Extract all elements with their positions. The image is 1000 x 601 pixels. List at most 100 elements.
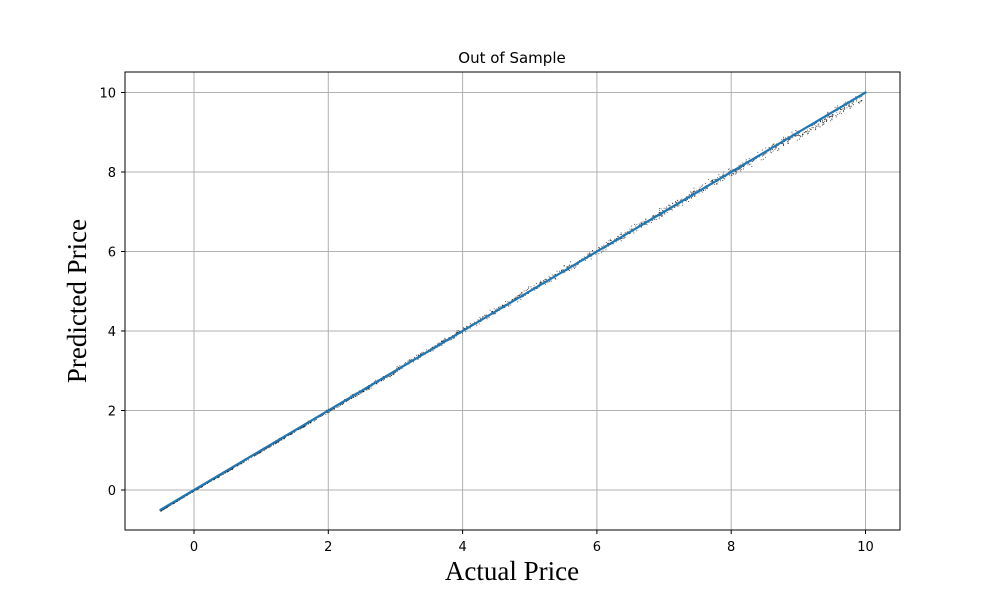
data-point — [860, 100, 862, 102]
y-ticks: 0 2 4 6 8 10 — [99, 87, 125, 499]
data-point — [851, 102, 853, 104]
data-point — [681, 202, 683, 204]
data-point — [844, 108, 846, 110]
data-point — [425, 349, 427, 351]
data-point — [716, 183, 718, 185]
data-point — [232, 467, 234, 469]
data-point — [456, 332, 458, 334]
data-point — [612, 243, 614, 245]
data-point — [787, 136, 789, 138]
data-point — [561, 270, 562, 272]
data-point — [393, 373, 395, 375]
data-point — [623, 237, 625, 239]
data-point — [455, 335, 457, 337]
data-point — [768, 147, 770, 149]
x-tick-label: 4 — [458, 540, 466, 555]
data-point — [624, 236, 626, 238]
data-point — [305, 424, 307, 426]
data-point — [660, 208, 662, 210]
data-point — [836, 111, 838, 113]
data-point — [299, 428, 301, 430]
data-point — [339, 404, 341, 406]
data-point — [799, 135, 801, 137]
data-point — [496, 308, 498, 310]
data-point — [383, 378, 385, 380]
data-point — [463, 327, 465, 329]
data-point — [570, 261, 572, 263]
data-point — [772, 150, 774, 152]
data-point — [502, 305, 504, 307]
data-point — [629, 232, 631, 234]
data-point — [360, 392, 362, 394]
data-point — [228, 470, 230, 472]
data-point — [776, 146, 778, 148]
data-point — [704, 189, 706, 191]
data-point — [836, 107, 838, 109]
data-point — [672, 202, 674, 204]
data-point — [804, 132, 805, 134]
data-point — [527, 288, 528, 290]
data-point — [559, 270, 561, 272]
data-point — [732, 173, 734, 175]
data-point — [728, 169, 730, 170]
data-point — [734, 171, 736, 172]
data-point — [212, 479, 214, 481]
data-point — [338, 405, 340, 407]
data-point — [651, 219, 653, 221]
data-point — [561, 269, 563, 271]
data-point — [325, 409, 327, 411]
data-point — [826, 119, 828, 121]
data-point — [382, 379, 384, 381]
data-point — [839, 111, 841, 113]
data-point — [408, 359, 410, 361]
data-point — [290, 433, 292, 435]
data-point — [722, 173, 724, 175]
data-point — [302, 426, 304, 428]
data-point — [562, 269, 564, 271]
data-point — [645, 220, 647, 222]
data-point — [762, 149, 764, 151]
data-point — [795, 135, 797, 137]
data-point — [668, 204, 670, 206]
data-point — [389, 375, 391, 377]
data-point — [488, 316, 490, 318]
data-point — [782, 142, 784, 144]
data-point — [536, 287, 538, 289]
data-point — [715, 178, 717, 180]
data-point — [702, 184, 704, 186]
data-point — [495, 313, 496, 315]
data-point — [480, 318, 482, 319]
data-point — [675, 202, 677, 204]
data-point — [493, 313, 495, 315]
data-point — [701, 185, 703, 187]
data-point — [196, 488, 198, 490]
data-point — [173, 502, 175, 504]
data-point — [393, 372, 395, 374]
data-point — [577, 263, 579, 265]
data-point — [351, 394, 353, 396]
data-point — [452, 337, 454, 339]
data-point — [549, 277, 551, 279]
data-point — [624, 232, 626, 234]
data-point — [469, 322, 471, 324]
data-point — [829, 117, 831, 119]
data-point — [677, 200, 679, 202]
data-point — [504, 307, 506, 309]
data-point — [831, 118, 833, 120]
data-point — [587, 254, 589, 256]
data-point — [303, 426, 305, 428]
data-point — [662, 210, 664, 211]
data-point — [742, 162, 744, 164]
data-point — [783, 144, 785, 146]
data-point — [840, 109, 842, 110]
data-point — [859, 97, 861, 99]
data-point — [850, 105, 852, 107]
data-point — [620, 232, 622, 234]
data-point — [698, 192, 700, 194]
data-point — [466, 325, 468, 327]
data-point — [631, 228, 633, 230]
data-point — [392, 374, 394, 376]
data-point — [810, 128, 811, 130]
data-point — [845, 101, 847, 103]
data-point — [620, 238, 622, 240]
